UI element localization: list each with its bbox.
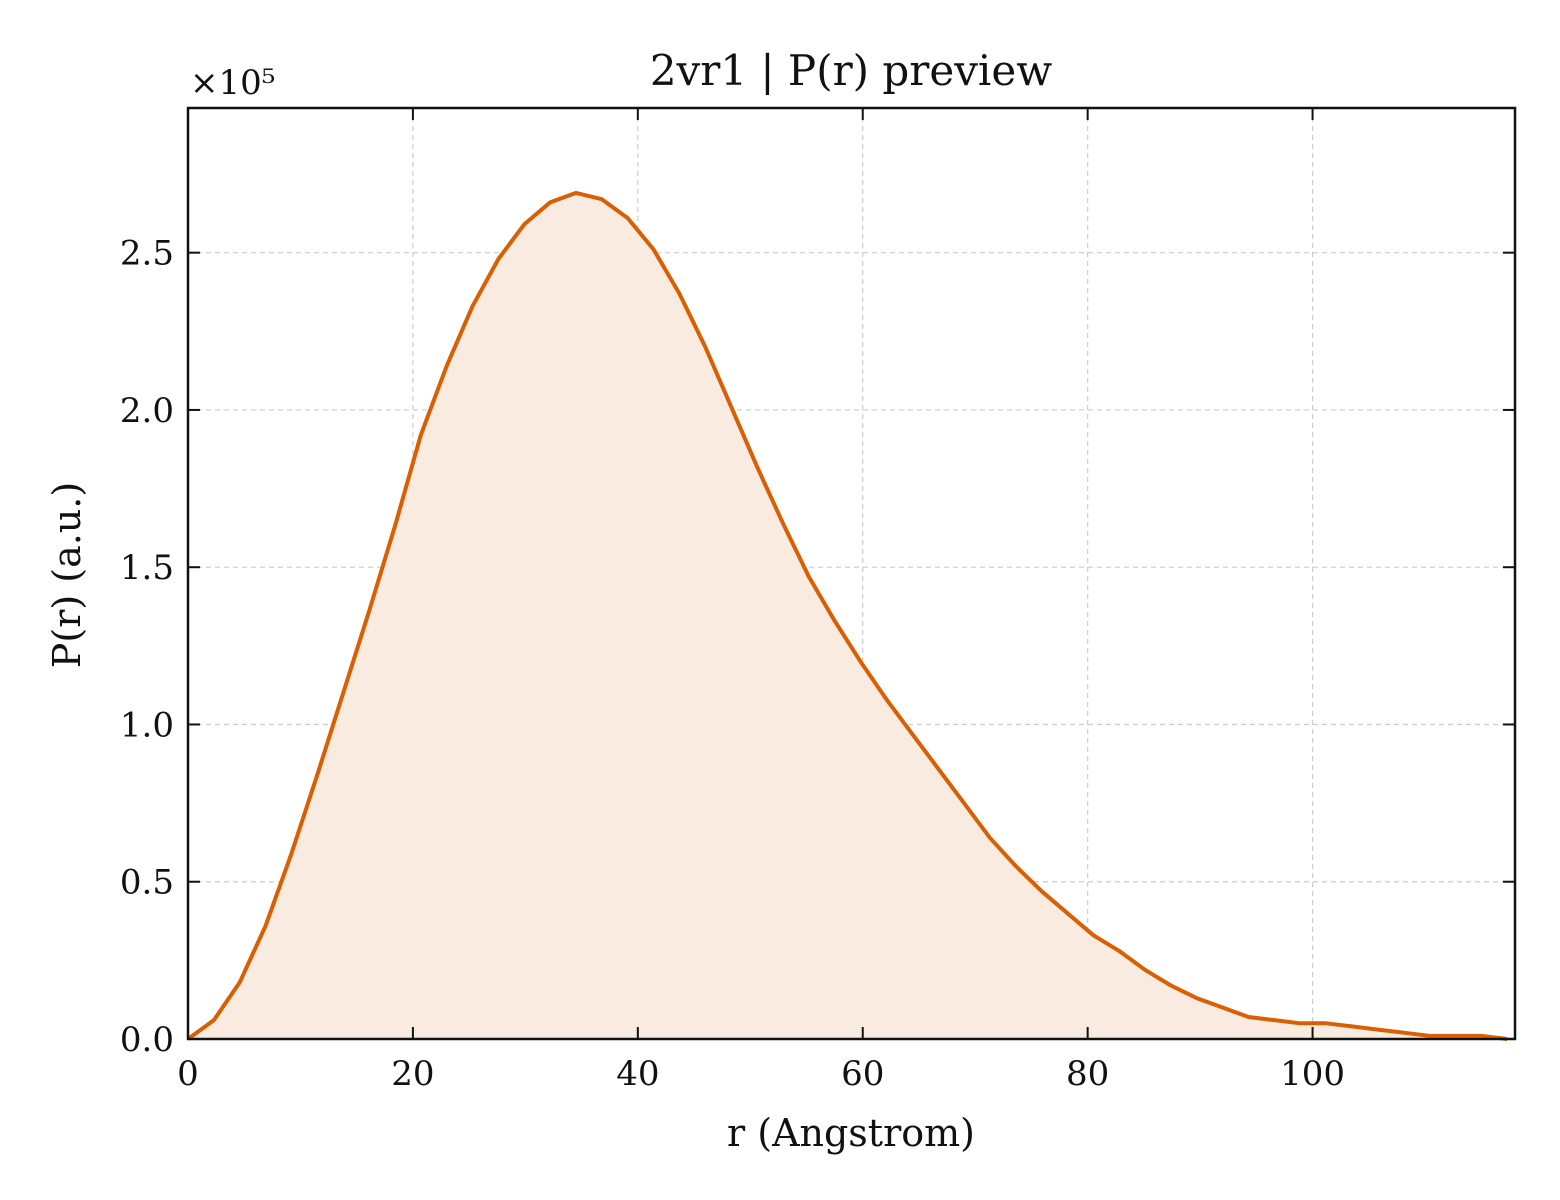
y-tick-label: 2.0: [120, 391, 174, 431]
x-tick-label: 40: [616, 1054, 659, 1094]
x-tick-label: 20: [391, 1054, 434, 1094]
x-tick-label: 100: [1280, 1054, 1345, 1094]
x-tick-label: 60: [841, 1054, 884, 1094]
x-tick-label: 0: [177, 1054, 199, 1094]
x-tick-label: 80: [1066, 1054, 1109, 1094]
plot-frame: [186, 106, 1517, 1041]
y-axis-multiplier: ×10⁵: [190, 63, 275, 103]
y-tick-label: 0.0: [120, 1020, 174, 1060]
y-axis-label: P(r) (a.u.): [45, 482, 89, 668]
x-tick-labels: 0 20 40 60 80 100: [177, 1054, 1345, 1094]
y-tick-label: 1.0: [120, 705, 174, 745]
pr-curve-line: [186, 190, 1508, 1041]
y-tick-label: 0.5: [120, 863, 174, 903]
chart-title: 2vr1 | P(r) preview: [650, 46, 1052, 95]
x-axis-label: r (Angstrom): [727, 1111, 975, 1155]
y-tick-label: 2.5: [120, 234, 174, 274]
pr-area-fill: [188, 192, 1508, 1039]
y-tick-label: 1.5: [120, 548, 174, 588]
axis-ticks: [187, 108, 1515, 1040]
y-tick-labels: 0.0 0.5 1.0 1.5 2.0 2.5: [120, 234, 174, 1060]
